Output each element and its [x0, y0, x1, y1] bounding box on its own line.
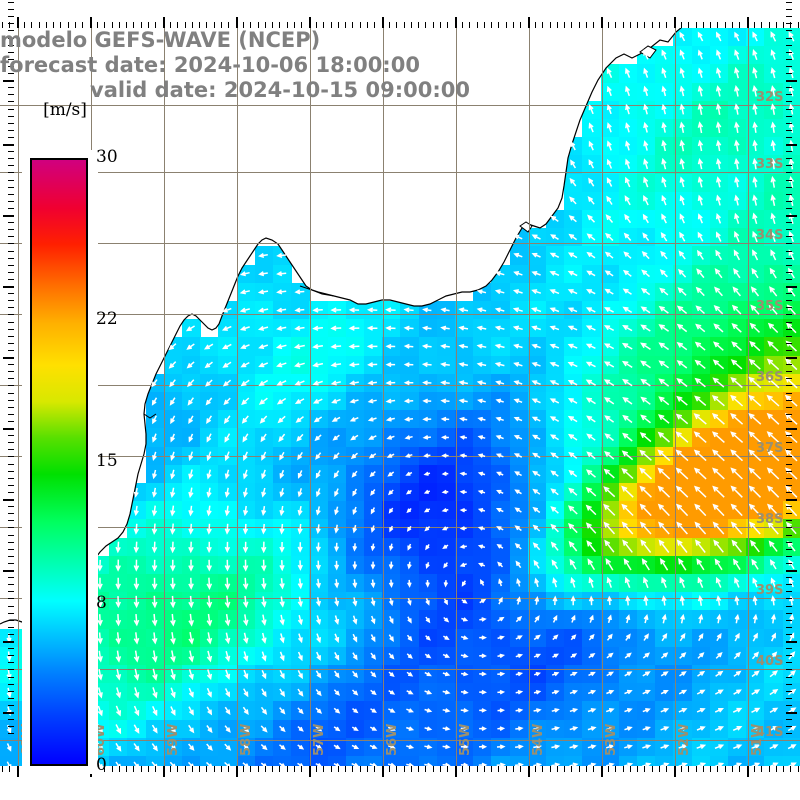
- lat-label-34s: 34S: [756, 228, 784, 243]
- ruler-top: [0, 14, 800, 28]
- wind-direction-arrows: [6, 31, 798, 766]
- lat-label-36s: 36S: [756, 370, 784, 385]
- lon-label-59w: 59W: [166, 723, 181, 756]
- lat-label-33s: 33S: [756, 157, 784, 172]
- lat-label-37s: 37S: [756, 441, 784, 456]
- land-mask-coastline: [0, 28, 682, 625]
- colorbar-tick-15: 15: [96, 451, 118, 471]
- lat-label-35s: 35S: [756, 299, 784, 314]
- colorbar-unit-label: [m/s]: [43, 100, 87, 120]
- lat-label-39s: 39S: [756, 583, 784, 598]
- lon-label-58w: 58W: [239, 723, 254, 756]
- colorbar-gradient[interactable]: [30, 158, 88, 766]
- colorbar-tick-0: 0: [96, 755, 107, 775]
- lat-label-38s: 38S: [756, 512, 784, 527]
- lat-label-40s: 40S: [756, 654, 784, 669]
- lat-label-32s: 32S: [756, 90, 784, 105]
- lat-label-41s: 41S: [756, 725, 784, 740]
- lon-label-57w: 57W: [312, 723, 327, 756]
- lon-label-56w: 56W: [385, 723, 400, 756]
- lon-label-55w: 55W: [458, 723, 473, 756]
- ruler-left: [0, 0, 14, 738]
- colorbar-tick-8: 8: [96, 592, 107, 613]
- lon-label-52w: 52W: [677, 723, 692, 756]
- lon-label-53w: 53W: [604, 723, 619, 756]
- graticule: [0, 28, 800, 766]
- ruler-right: [786, 0, 800, 738]
- colorbar-tick-30: 30: [96, 147, 118, 167]
- map-plot-area[interactable]: [0, 28, 800, 766]
- lon-label-54w: 54W: [531, 723, 546, 756]
- colorbar-tick-22: 22: [96, 309, 118, 330]
- ruler-bottom: [0, 766, 800, 780]
